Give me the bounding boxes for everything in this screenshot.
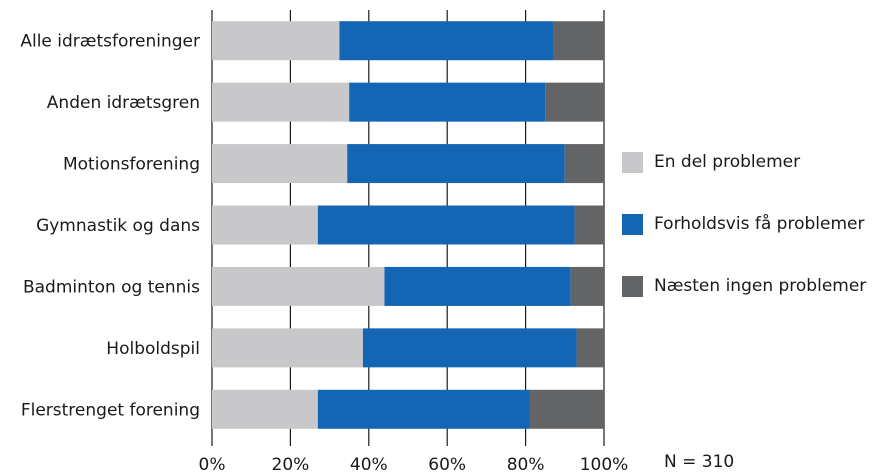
bar-segment: [564, 144, 604, 184]
bar-segment: [212, 82, 350, 122]
legend-label: En del problemer: [654, 152, 801, 172]
x-tick-label: 80%: [507, 455, 545, 474]
x-tick-label: 60%: [428, 455, 466, 474]
bar-segment: [212, 21, 340, 61]
bar-segment: [212, 266, 385, 306]
legend: En del problemer Forholdsvis få probleme…: [622, 150, 866, 336]
category-label: Badminton og tennis: [23, 277, 200, 297]
bar-segment: [576, 328, 604, 368]
bar-segment: [317, 389, 530, 429]
bar-segment: [212, 144, 348, 184]
bars: [212, 21, 604, 429]
bar-segment: [545, 82, 604, 122]
bar-segment: [362, 328, 577, 368]
category-label: Alle idrætsforeninger: [20, 32, 200, 52]
legend-item: En del problemer: [622, 150, 866, 174]
category-labels: Alle idrætsforeninger Anden idrætsgren Mot…: [20, 32, 200, 421]
bar-segment: [529, 389, 604, 429]
legend-item: Næsten ingen problemer: [622, 274, 866, 298]
bar-segment: [339, 21, 554, 61]
legend-swatch: [622, 151, 643, 173]
bar-segment: [347, 144, 565, 184]
legend-label: Næsten ingen problemer: [654, 276, 867, 296]
category-label: Motionsforening: [63, 155, 200, 175]
x-tick-label: 20%: [272, 455, 310, 474]
legend-item: Forholdsvis få problemer: [622, 212, 866, 236]
category-label: Holboldspil: [106, 339, 200, 359]
legend-swatch: [622, 213, 643, 235]
bar-segment: [349, 82, 546, 122]
legend-swatch: [622, 275, 643, 297]
category-label: Flerstrenget forening: [21, 400, 200, 420]
x-axis-ticks: 0% 20% 40% 60% 80% 100%: [199, 440, 629, 474]
sample-size-note: N = 310: [664, 452, 735, 472]
x-tick-label: 100%: [580, 455, 629, 474]
bar-segment: [212, 205, 318, 245]
bar-segment: [384, 266, 571, 306]
bar-segment: [574, 205, 604, 245]
bar-segment: [317, 205, 575, 245]
x-tick-label: 0%: [199, 455, 226, 474]
bar-segment: [212, 389, 318, 429]
bar-segment: [570, 266, 604, 306]
bar-segment: [553, 21, 604, 61]
category-label: Gymnastik og dans: [36, 216, 200, 236]
x-tick-label: 40%: [350, 455, 388, 474]
bar-segment: [212, 328, 363, 368]
category-label: Anden idrætsgren: [47, 93, 200, 113]
legend-label: Forholdsvis få problemer: [654, 214, 865, 234]
